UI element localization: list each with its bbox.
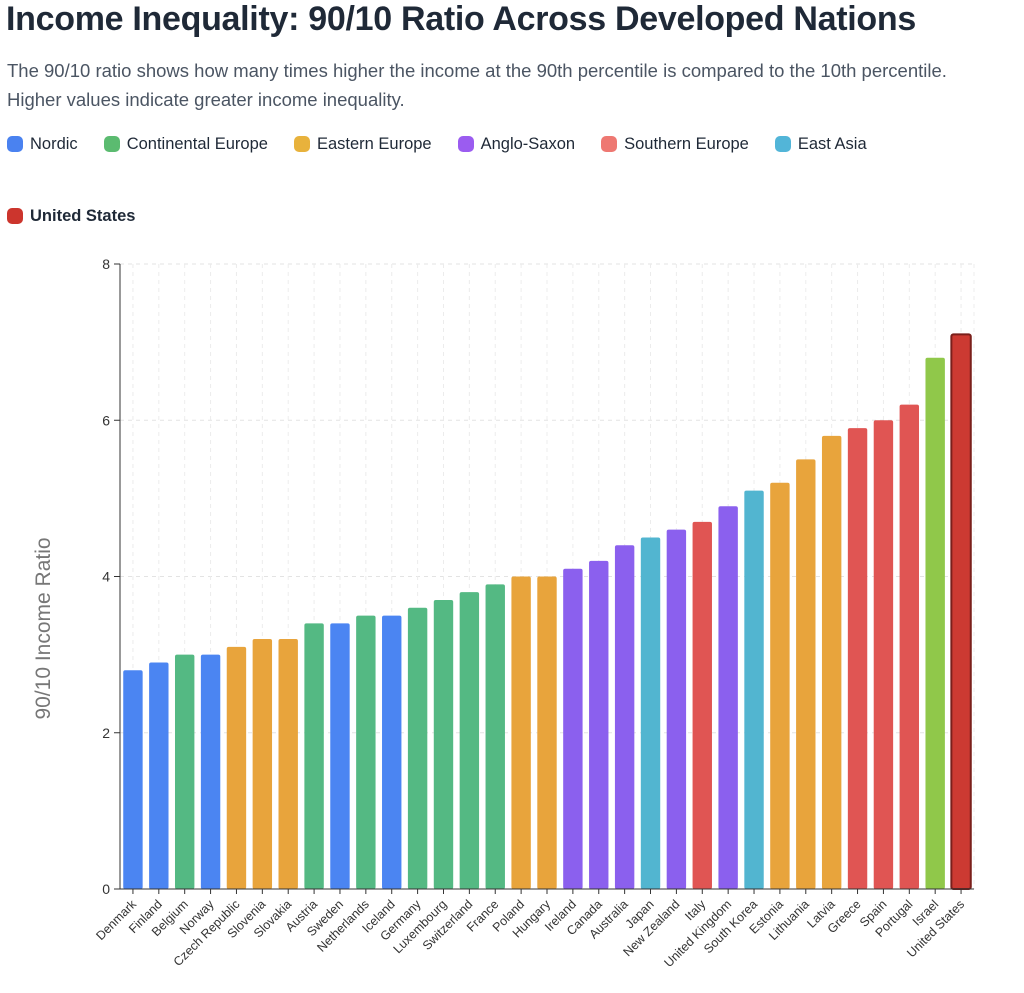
legend-swatch-anglo-saxon	[457, 136, 474, 152]
legend-item-east-asia[interactable]: East Asia	[774, 134, 867, 154]
bar-germany	[407, 607, 428, 889]
legend-swatch-southern-europe	[601, 136, 618, 152]
bar-belgium	[174, 654, 195, 889]
bar-south-korea	[744, 490, 764, 889]
legend-item-anglo-saxon[interactable]: Anglo-Saxon	[457, 134, 576, 154]
bar-estonia	[770, 482, 790, 889]
y-axis-title: 90/10 Income Ratio	[32, 537, 55, 719]
bar-switzerland	[459, 592, 480, 889]
legend-item-eastern-europe[interactable]: Eastern Europe	[293, 134, 432, 154]
page-title: Income Inequality: 90/10 Ratio Across De…	[6, 0, 916, 38]
bar-france	[485, 584, 505, 889]
bar-finland	[149, 662, 169, 889]
bar-austria	[304, 623, 324, 889]
legend-label-united-states: United States	[30, 206, 136, 225]
legend-label-east-asia: East Asia	[797, 134, 867, 153]
legend: Nordic Continental Europe Eastern Europe…	[7, 134, 1007, 226]
bar-italy	[692, 521, 712, 889]
bar-luxembourg	[433, 599, 454, 889]
y-tick-label-2: 2	[102, 725, 110, 741]
legend-label-continental-europe: Continental Europe	[126, 134, 268, 153]
bar-sweden	[330, 623, 350, 889]
legend-label-southern-europe: Southern Europe	[624, 134, 749, 153]
bar-latvia	[821, 435, 842, 889]
bar-lithuania	[796, 459, 816, 889]
bar-poland	[511, 576, 531, 889]
legend-swatch-united-states	[7, 208, 23, 224]
bar-ireland	[563, 568, 583, 889]
legend-swatch-continental-europe	[103, 136, 120, 152]
legend-swatch-east-asia	[774, 136, 791, 152]
bar-portugal	[899, 404, 920, 889]
bar-denmark	[123, 670, 143, 889]
y-tick-label-0: 0	[102, 881, 110, 897]
bar-canada	[589, 560, 609, 889]
y-tick-label-8: 8	[102, 256, 110, 272]
legend-item-united-states[interactable]: United States	[7, 206, 135, 226]
bar-slovakia	[278, 639, 298, 889]
bar-iceland	[382, 615, 402, 889]
bar-japan	[640, 537, 661, 889]
legend-item-nordic[interactable]: Nordic	[7, 134, 78, 154]
legend-item-southern-europe[interactable]: Southern Europe	[601, 134, 749, 154]
bar-israel	[925, 357, 945, 889]
legend-label-nordic: Nordic	[30, 134, 78, 153]
bar-australia	[614, 545, 635, 889]
legend-swatch-eastern-europe	[293, 136, 310, 152]
legend-label-anglo-saxon: Anglo-Saxon	[480, 134, 576, 153]
bar-new-zealand	[666, 529, 687, 889]
y-tick-label-6: 6	[102, 412, 110, 428]
bar-united-states	[950, 333, 972, 890]
bar-hungary	[537, 576, 557, 889]
legend-item-continental-europe[interactable]: Continental Europe	[103, 134, 268, 154]
bar-norway	[200, 654, 221, 889]
bar-netherlands	[356, 615, 376, 889]
legend-swatch-nordic	[7, 136, 23, 152]
bar-czech-republic	[226, 646, 247, 889]
y-tick-label-4: 4	[102, 569, 110, 585]
bar-united-kingdom	[718, 506, 738, 889]
chart-subtitle: The 90/10 ratio shows how many times hig…	[7, 60, 947, 110]
bar-slovenia	[252, 639, 273, 889]
legend-label-eastern-europe: Eastern Europe	[316, 134, 432, 153]
bar-spain	[873, 420, 894, 889]
bar-greece	[847, 428, 868, 889]
